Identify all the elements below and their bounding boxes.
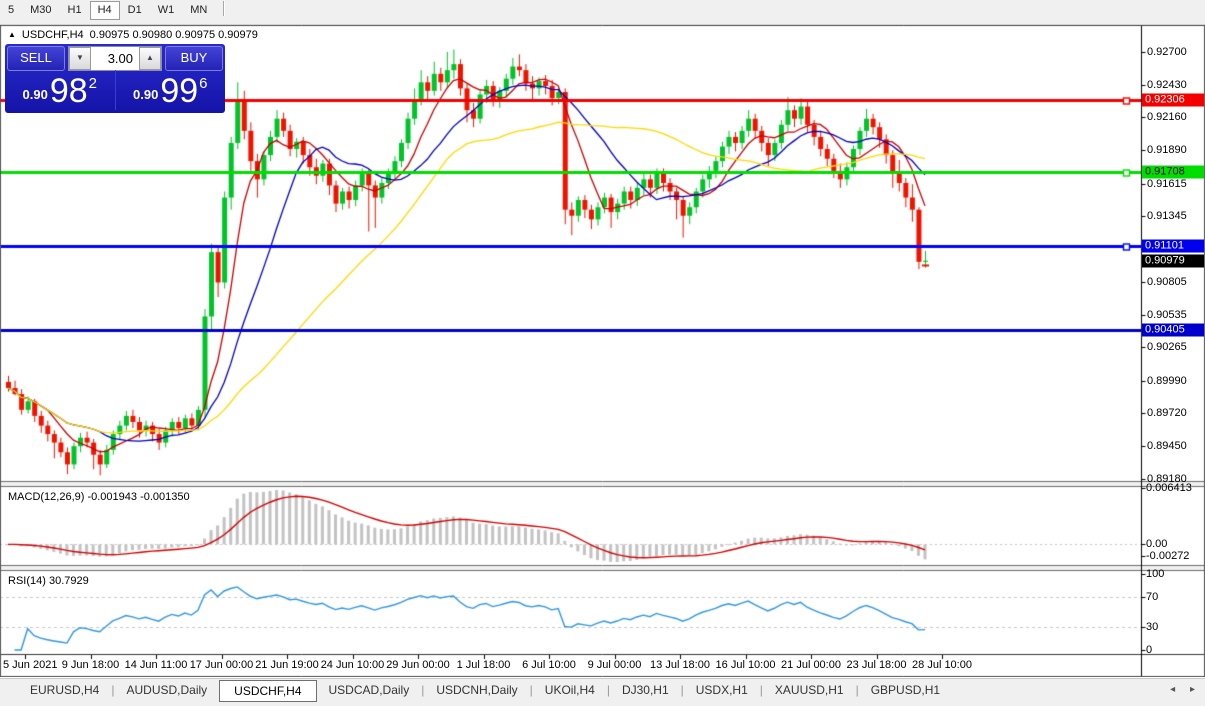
buy-price[interactable]: 0.90 99 6	[116, 70, 226, 110]
chart-canvas[interactable]	[0, 25, 1205, 677]
time-axis-tick: 14 Jun 11:00	[124, 659, 188, 671]
tab-separator: |	[759, 683, 763, 697]
sell-price-point: 2	[88, 75, 97, 92]
price-axis-tick: 0.91890	[1147, 144, 1187, 157]
tab-separator: |	[111, 683, 115, 697]
time-axis-tick: 28 Jul 10:00	[912, 659, 972, 671]
sell-button[interactable]: SELL	[7, 46, 65, 71]
tab-separator: |	[855, 683, 859, 697]
price-axis-tick: 0.90265	[1147, 341, 1187, 354]
time-axis-tick: 13 Jul 18:00	[650, 659, 710, 671]
time-axis-tick: 29 Jun 00:00	[386, 659, 450, 671]
toolbar-separator	[223, 1, 225, 16]
timeframe-button-mn[interactable]: MN	[190, 4, 208, 16]
time-axis-tick: 21 Jun 19:00	[255, 659, 319, 671]
buy-price-base: 0.90	[133, 87, 159, 102]
tab-gbpusd[interactable]: GBPUSD,H1	[870, 683, 941, 697]
sell-price-base: 0.90	[22, 87, 48, 102]
price-axis-tick: 0.89450	[1147, 440, 1187, 453]
time-axis-tick: 5 Jun 2021	[3, 659, 58, 671]
macd-axis-tick: 0.006413	[1146, 482, 1192, 494]
level-price-tag: 0.91708	[1142, 165, 1204, 179]
price-axis-tick: 0.92700	[1147, 45, 1187, 58]
time-axis-tick: 9 Jun 18:00	[61, 659, 120, 671]
macd-axis-tick: -0.00272	[1146, 550, 1190, 562]
tab-scroll-arrows[interactable]: ◂ ▸	[1170, 684, 1201, 695]
current-price-tag: 0.90979	[1142, 254, 1204, 268]
rsi-axis-tick: 100	[1146, 568, 1165, 580]
rsi-axis-tick: 30	[1146, 621, 1159, 634]
tab-audusd[interactable]: AUDUSD,Daily	[126, 683, 208, 697]
tab-separator: |	[529, 683, 533, 697]
volume-decrease-button[interactable]: ▼	[69, 47, 91, 70]
chart-window: ▲ USDCHF,H4 0.90975 0.90980 0.90975 0.90…	[0, 25, 1205, 677]
tab-usdcnh[interactable]: USDCNH,Daily	[436, 683, 518, 697]
price-axis-tick: 0.91615	[1147, 177, 1187, 190]
timeframe-button-h1[interactable]: H1	[67, 4, 82, 16]
tab-usdchf[interactable]: USDCHF,H4	[219, 680, 317, 702]
buy-price-point: 6	[199, 75, 208, 92]
sell-price[interactable]: 0.90 98 2	[5, 70, 116, 110]
rsi-indicator-label: RSI(14) 30.7929	[8, 575, 89, 587]
symbol-quotes: 0.90975 0.90980 0.90975 0.90979	[89, 29, 258, 41]
time-axis-tick: 6 Jul 10:00	[522, 659, 576, 671]
timeframe-button-m30[interactable]: M30	[30, 4, 52, 16]
price-axis-tick: 0.92160	[1147, 111, 1187, 124]
chart-tab-bar: EURUSD,H4 | AUDUSD,Daily USDCHF,H4 USDCAD,Da…	[0, 678, 1205, 706]
tab-xauusd[interactable]: XAUUSD,H1	[774, 683, 844, 697]
time-axis-tick: 1 Jul 18:00	[456, 659, 511, 671]
level-price-tag: 0.90405	[1142, 323, 1204, 337]
symbol-quote-line: ▲ USDCHF,H4 0.90975 0.90980 0.90975 0.90…	[8, 29, 258, 41]
macd-axis-tick: 0.00	[1146, 538, 1168, 551]
time-axis-tick: 21 Jul 00:00	[781, 659, 841, 671]
time-axis-tick: 24 Jun 10:00	[320, 659, 385, 671]
symbol-name: USDCHF,H4	[21, 29, 84, 41]
buy-price-pips: 99	[160, 72, 199, 110]
price-axis-tick: 0.92430	[1147, 78, 1187, 91]
price-axis-tick: 0.90535	[1147, 308, 1187, 321]
sell-price-pips: 98	[49, 72, 88, 110]
time-axis-tick: 23 Jul 18:00	[846, 659, 907, 671]
time-axis-tick: 16 Jul 10:00	[715, 659, 776, 671]
tab-usdcad[interactable]: USDCAD,Daily	[328, 683, 410, 697]
timeframe-button-5[interactable]: 5	[8, 4, 15, 16]
timeframe-toolbar: 5 M30 H1 H4 D1 W1 MN	[0, 0, 1205, 25]
price-axis-tick: 0.89990	[1147, 374, 1187, 387]
tab-separator: |	[680, 683, 684, 697]
price-axis-tick: 0.90805	[1147, 275, 1187, 288]
timeframe-button-d1[interactable]: D1	[127, 4, 142, 16]
price-axis-tick: 0.89720	[1147, 407, 1187, 420]
buy-button[interactable]: BUY	[165, 46, 223, 71]
volume-increase-button[interactable]: ▲	[139, 47, 161, 70]
direction-up-icon: ▲	[8, 30, 16, 39]
time-axis-tick: 9 Jul 00:00	[587, 659, 642, 671]
rsi-axis-tick: 0	[1146, 644, 1153, 656]
volume-input[interactable]	[91, 47, 139, 70]
tab-separator: |	[421, 683, 425, 697]
timeframe-button-h4[interactable]: H4	[89, 1, 120, 20]
price-axis-tick: 0.89180	[1147, 472, 1187, 485]
macd-indicator-label: MACD(12,26,9) -0.001943 -0.001350	[8, 491, 190, 503]
price-axis-tick: 0.91345	[1147, 210, 1187, 223]
rsi-axis-tick: 70	[1146, 590, 1159, 603]
tab-usdx[interactable]: USDX,H1	[695, 683, 748, 697]
level-price-tag: 0.92306	[1142, 93, 1204, 107]
timeframe-button-w1[interactable]: W1	[157, 4, 175, 16]
time-axis-tick: 17 Jun 00:00	[189, 659, 254, 671]
tab-eurusd[interactable]: EURUSD,H4	[30, 683, 100, 697]
level-price-tag: 0.91101	[1142, 239, 1204, 253]
tab-dj30[interactable]: DJ30,H1	[621, 683, 669, 697]
tab-separator: |	[606, 683, 610, 697]
tab-ukoil[interactable]: UKOil,H4	[544, 683, 595, 697]
one-click-trading-panel: SELL ▼ ▲ BUY 0.90 98 2 0.90 99 6	[5, 44, 225, 113]
